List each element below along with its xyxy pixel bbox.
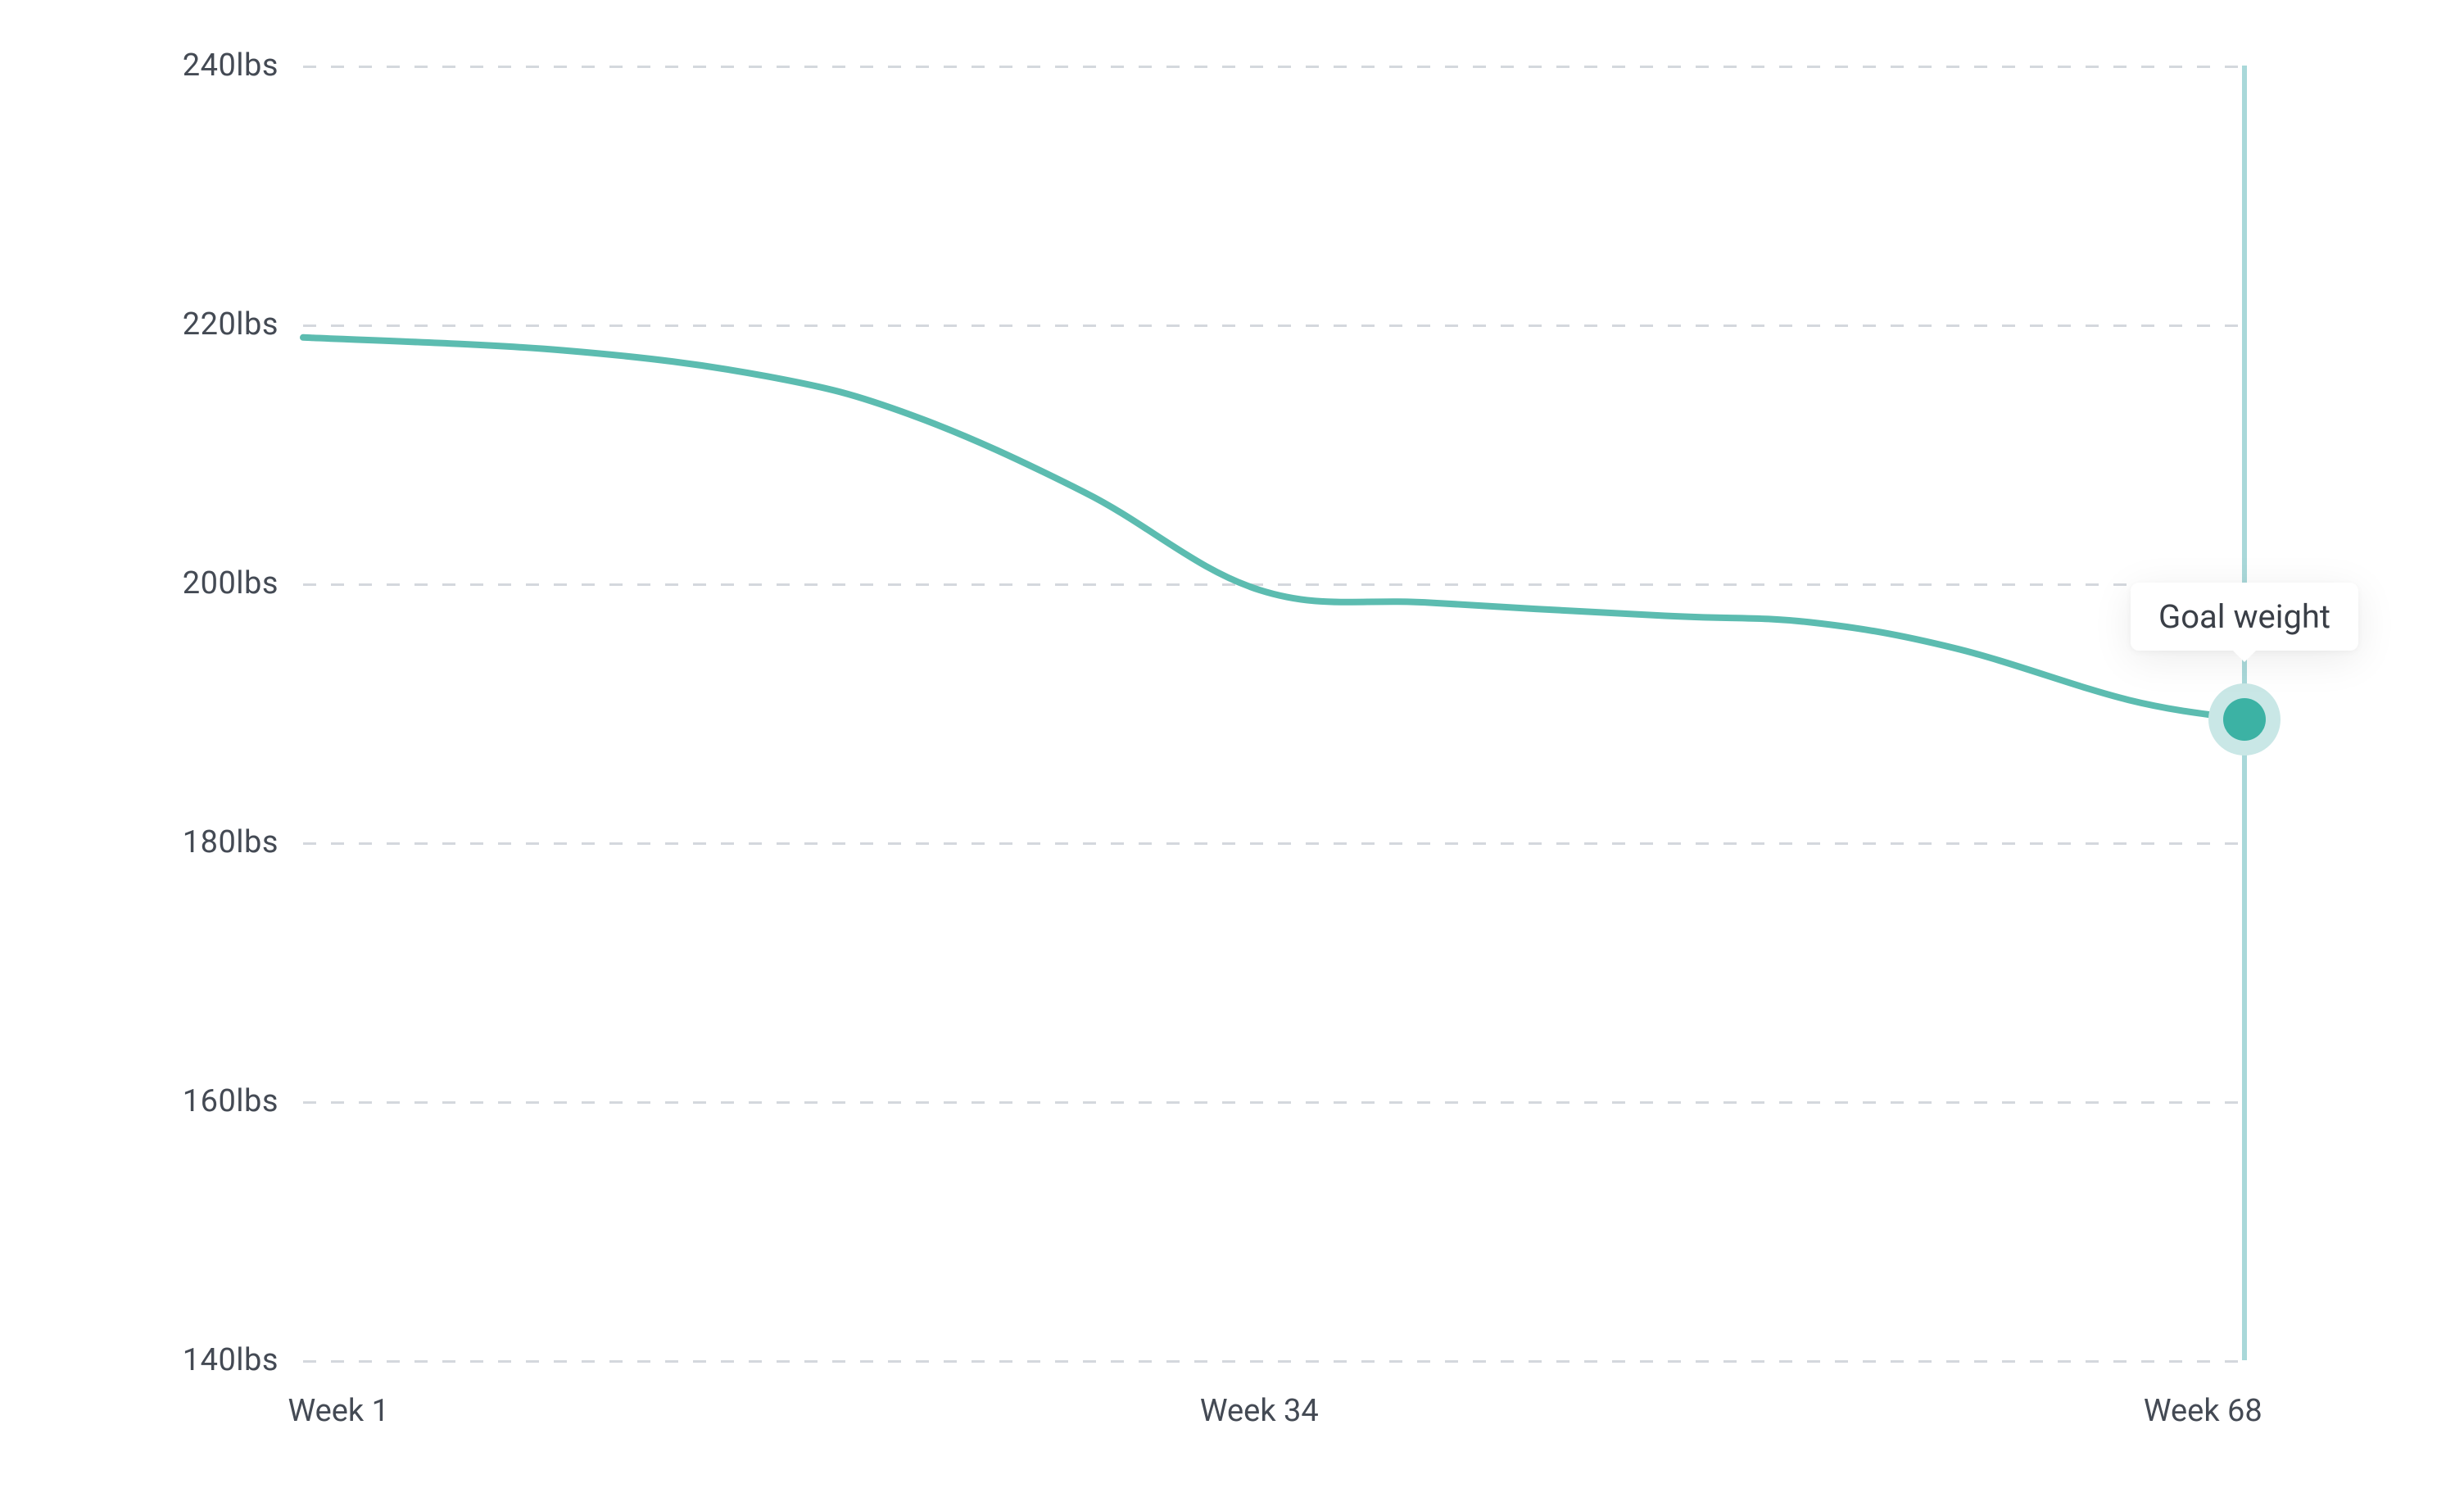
plot-area: 240lbs220lbs200lbs180lbs160lbs140lbs Goa… [303,66,2244,1360]
y-axis-label: 160lbs [183,1083,303,1119]
y-axis-label: 240lbs [183,48,303,84]
y-axis-label: 200lbs [183,565,303,601]
goal-tooltip: Goal weight [2131,583,2358,651]
weight-chart: 240lbs 220lbs 200lbs 180lbs 160lbs 140lbs Goa… [0,0,2464,1511]
goal-tooltip-label: Goal weight [2158,597,2330,636]
weight-line-series [303,66,2244,1360]
goal-marker-dot [2223,698,2266,741]
y-axis-label: 220lbs [183,306,303,343]
x-axis-label: Week 68 [2144,1360,2262,1429]
y-axis-label: 180lbs [183,824,303,860]
x-axis-label: Week 1 [288,1360,388,1429]
x-axis-label: Week 34 [1200,1360,1319,1429]
y-axis-label: 140lbs [183,1342,303,1378]
